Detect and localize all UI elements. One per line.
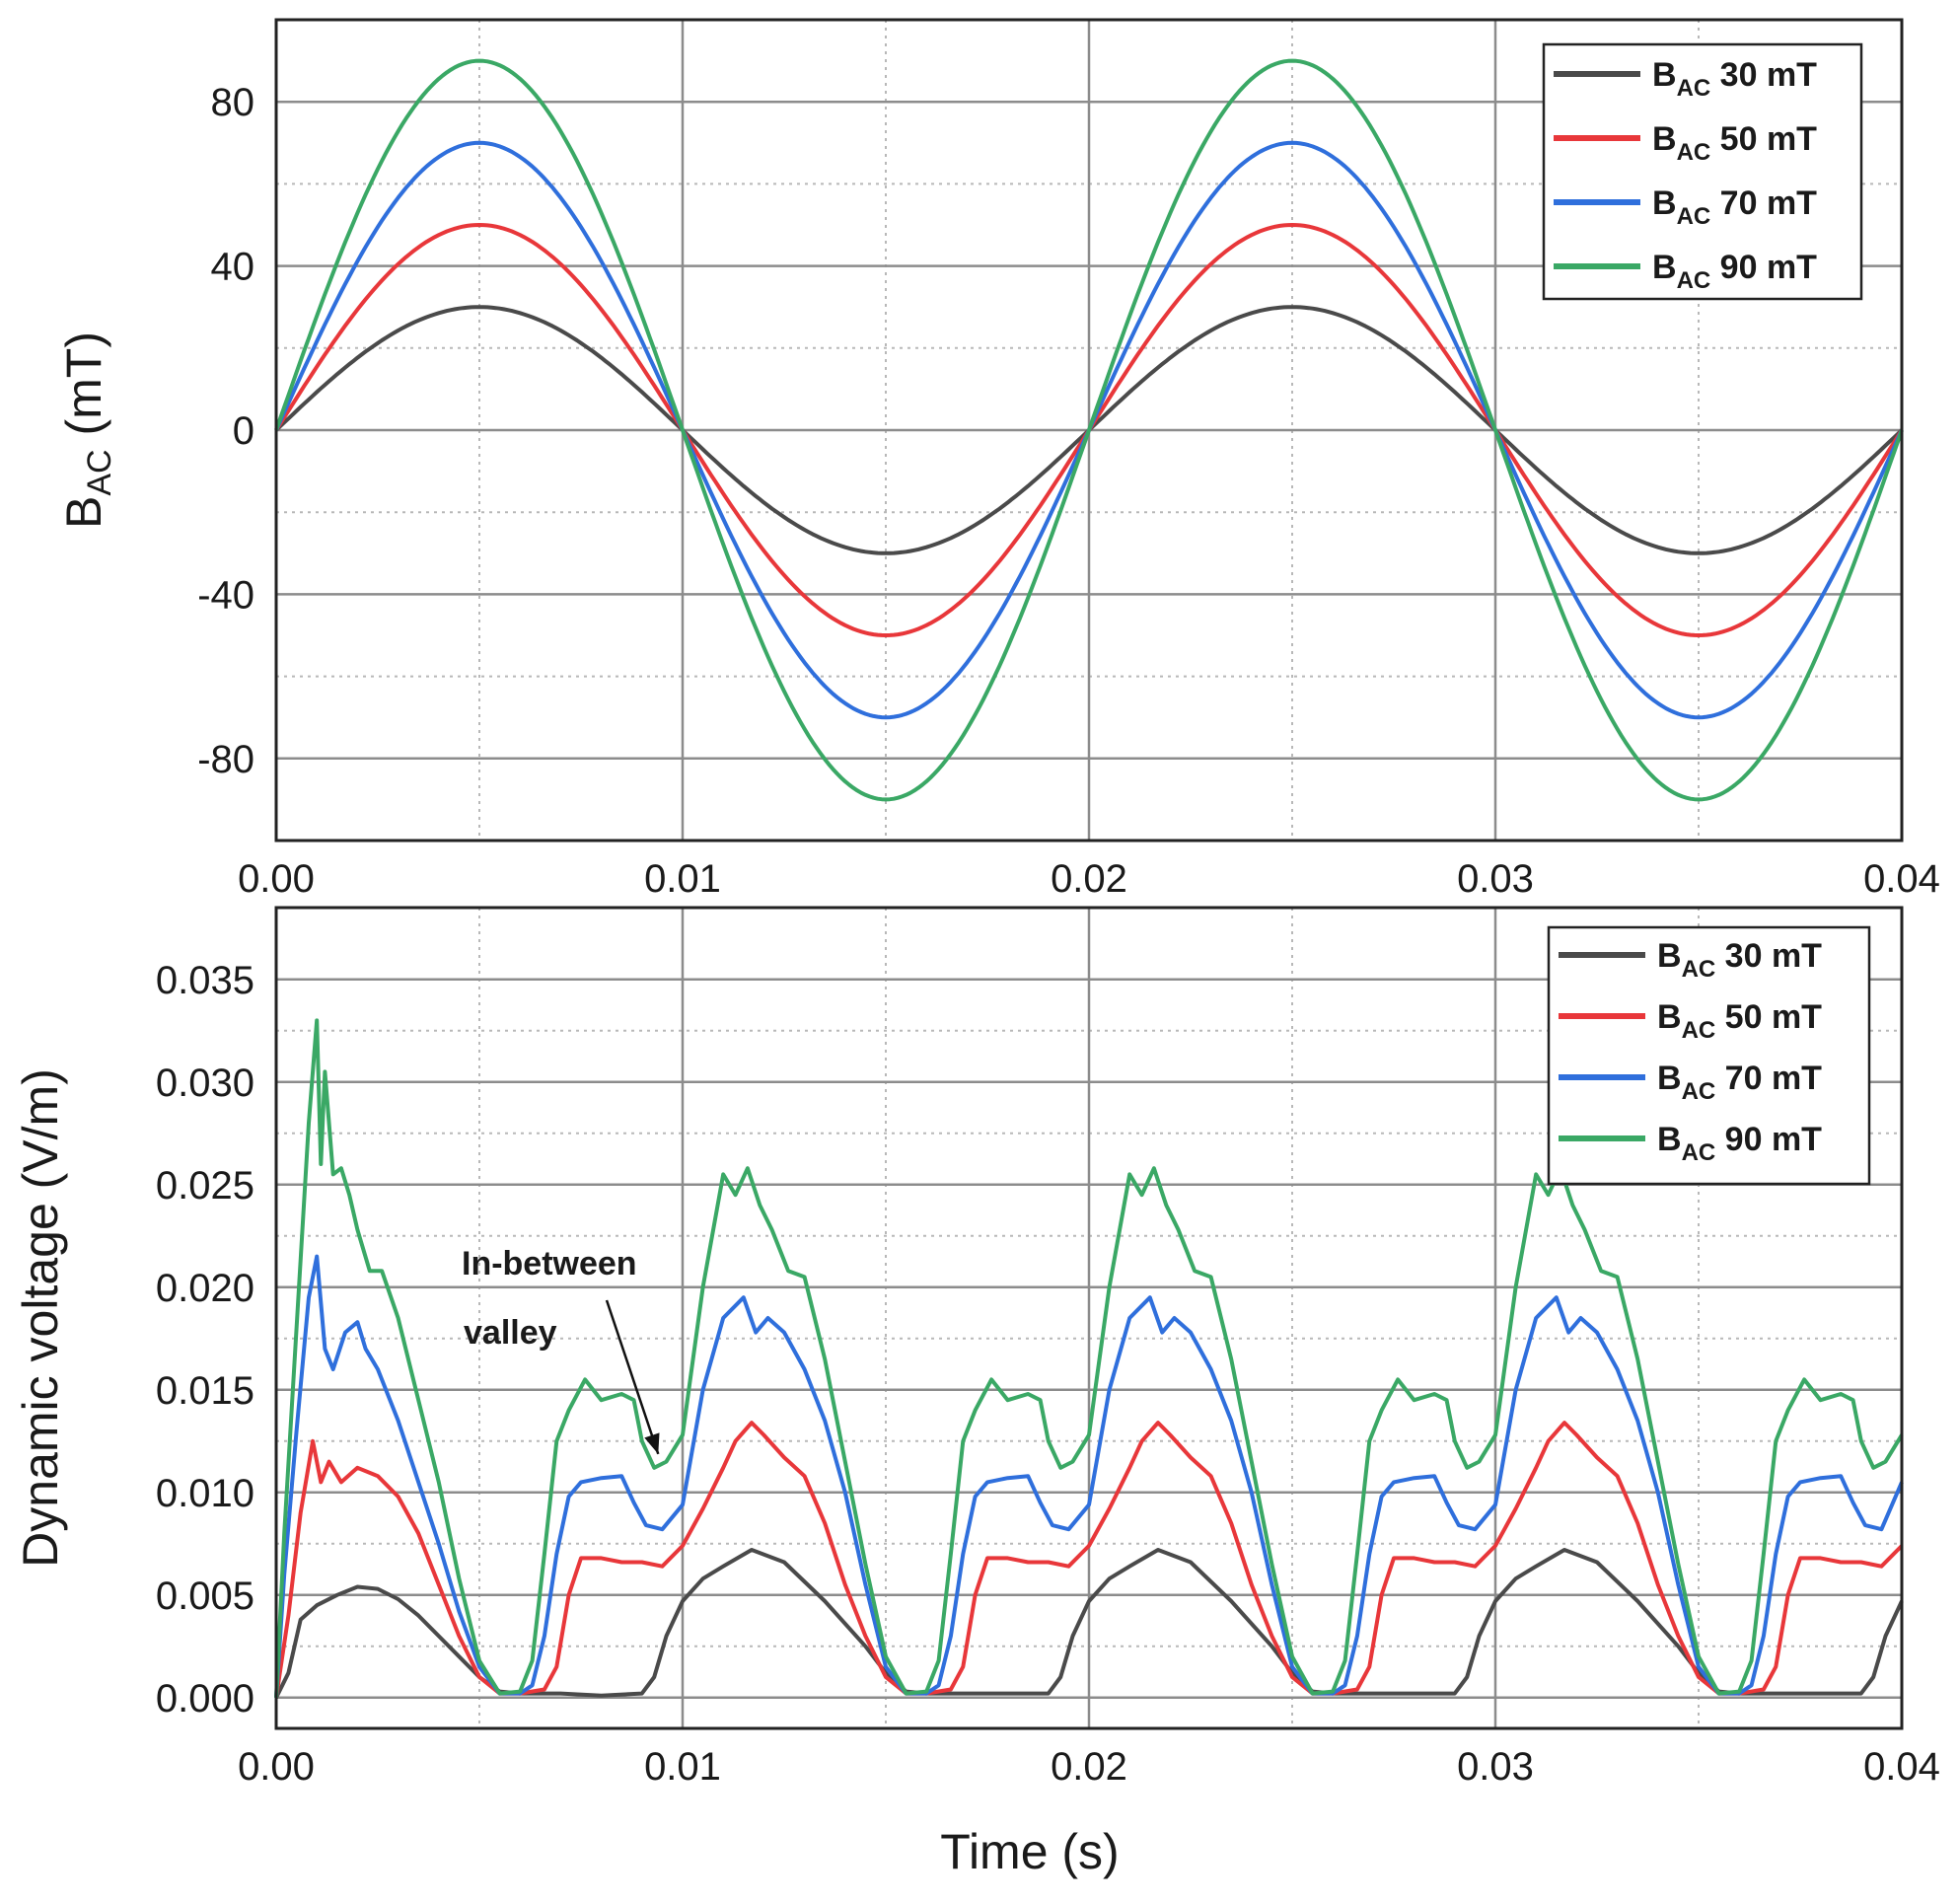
- y-tick-label: 0.005: [156, 1574, 254, 1618]
- y-axis-label-main: B: [56, 496, 111, 529]
- series-line-90mt: [274, 1018, 1904, 1698]
- legend-label-50mt: BAC 50 mT: [1657, 998, 1822, 1044]
- y-tick-label: 0.000: [156, 1677, 254, 1721]
- annotation-text-line1: In-between: [462, 1245, 637, 1282]
- y-tick-label: 0.010: [156, 1472, 254, 1515]
- legend-label-70mt-sub: AC: [1682, 1078, 1716, 1105]
- y-tick-label: 80: [211, 81, 255, 124]
- legend-label-90mt: BAC 90 mT: [1657, 1121, 1822, 1166]
- legend-label-50mt-main: B: [1657, 998, 1682, 1036]
- legend-label-30mt-sub: AC: [1682, 956, 1716, 983]
- legend-label-70mt-main: B: [1657, 1060, 1682, 1097]
- legend-label-70mt-tail: 70 mT: [1715, 1060, 1822, 1097]
- legend-label-50mt-main: B: [1652, 120, 1677, 158]
- legend-label-70mt: BAC 70 mT: [1652, 184, 1817, 230]
- series-group: [274, 58, 1904, 802]
- y-tick-label: -80: [197, 738, 254, 781]
- legend-label-30mt: BAC 30 mT: [1652, 56, 1817, 102]
- legend-label-30mt-main: B: [1657, 937, 1682, 975]
- legend-label-50mt-tail: 50 mT: [1710, 120, 1817, 158]
- legend-label-30mt-tail: 30 mT: [1710, 56, 1817, 94]
- legend-label-90mt-sub: AC: [1677, 267, 1711, 294]
- legend-label-70mt-main: B: [1652, 184, 1677, 222]
- legend-label-90mt-main: B: [1657, 1121, 1682, 1158]
- y-tick-label: 0.015: [156, 1369, 254, 1413]
- x-tick-label: 0.01: [644, 1745, 721, 1789]
- y-axis-label: BAC (mT): [56, 331, 118, 529]
- annotation-arrow-head: [644, 1432, 660, 1454]
- x-tick-label: 0.03: [1457, 1745, 1534, 1789]
- x-tick-label: 0.03: [1457, 857, 1534, 901]
- x-tick-label: 0.00: [238, 1745, 315, 1789]
- y-tick-label: 0.030: [156, 1062, 254, 1105]
- x-axis-label: Time (s): [940, 1824, 1119, 1879]
- plot-frame: [274, 18, 1904, 842]
- y-axis-label-tail: (mT): [56, 331, 111, 449]
- y-tick-label: 40: [211, 246, 255, 289]
- dynamic-voltage-chart: 0.00 0.01 0.02 0.03 0.04 0.000 0.005 0.010 0.015…: [13, 906, 1940, 1879]
- x-tick-label: 0.02: [1051, 1745, 1127, 1789]
- legend-box: [1542, 42, 1863, 301]
- legend-label-30mt-tail: 30 mT: [1715, 937, 1822, 975]
- legend-label-30mt: BAC 30 mT: [1657, 937, 1822, 983]
- legend-label-90mt-tail: 90 mT: [1715, 1121, 1822, 1158]
- series-line-90mt: [274, 58, 1904, 802]
- y-tick-label: -40: [197, 573, 254, 617]
- legend-label-50mt-tail: 50 mT: [1715, 998, 1822, 1036]
- x-tick-label: 0.04: [1863, 857, 1940, 901]
- plot-frame: [274, 906, 1904, 1730]
- y-axis-label-sub: AC: [81, 449, 118, 495]
- x-tick-label: 0.02: [1051, 857, 1127, 901]
- series-line-30mt: [274, 1548, 1904, 1699]
- legend-label-90mt-main: B: [1652, 249, 1677, 286]
- y-tick-label: 0.020: [156, 1267, 254, 1310]
- annotation: In-between valley: [462, 1245, 660, 1455]
- legend-label-90mt-tail: 90 mT: [1710, 249, 1817, 286]
- y-tick-label: 0.035: [156, 959, 254, 1002]
- series-group: [274, 1018, 1904, 1699]
- legend-label-90mt: BAC 90 mT: [1652, 249, 1817, 294]
- y-tick-label: 0: [233, 409, 254, 453]
- annotation-arrow-shaft: [605, 1299, 660, 1455]
- legend-label-70mt-tail: 70 mT: [1710, 184, 1817, 222]
- legend-label-30mt-sub: AC: [1677, 75, 1711, 102]
- x-tick-label: 0.00: [238, 857, 315, 901]
- legend-label-90mt-sub: AC: [1682, 1139, 1716, 1166]
- x-tick-label: 0.01: [644, 857, 721, 901]
- legend-label-30mt-main: B: [1652, 56, 1677, 94]
- legend-label-50mt-sub: AC: [1682, 1017, 1716, 1044]
- legend-label-50mt: BAC 50 mT: [1652, 120, 1817, 166]
- legend-label-70mt: BAC 70 mT: [1657, 1060, 1822, 1105]
- y-tick-label: 0.025: [156, 1164, 254, 1208]
- x-tick-label: 0.04: [1863, 1745, 1940, 1789]
- legend-label-70mt-sub: AC: [1677, 203, 1711, 230]
- legend-label-50mt-sub: AC: [1677, 139, 1711, 166]
- annotation-text-line2: valley: [464, 1314, 557, 1352]
- y-axis-label: Dynamic voltage (V/m): [13, 1068, 68, 1568]
